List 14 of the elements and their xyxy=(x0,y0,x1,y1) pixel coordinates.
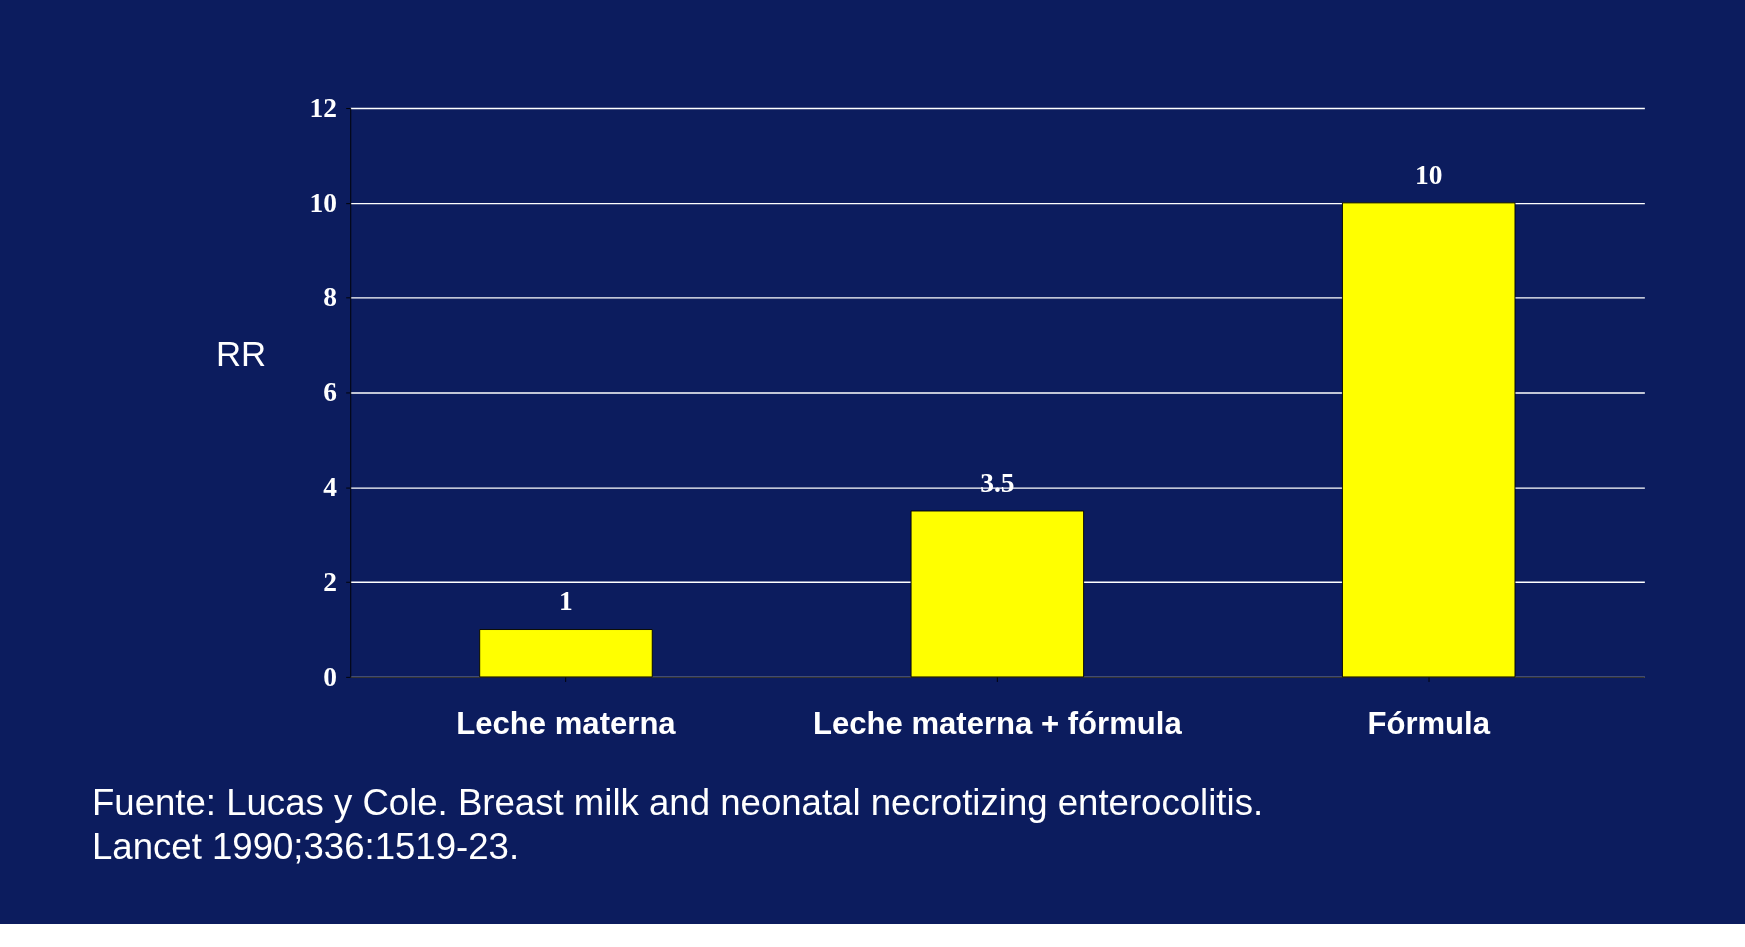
x-tick-label: Fórmula xyxy=(1367,706,1491,742)
y-tick-label: 0 xyxy=(323,661,338,692)
y-tick-label: 10 xyxy=(309,187,338,218)
y-tick-label: 12 xyxy=(309,92,338,123)
x-tick-label: Leche materna xyxy=(456,706,677,742)
y-axis-title: RR xyxy=(215,335,267,374)
data-label: 1 xyxy=(559,586,573,617)
x-tick-label: Leche materna + fórmula xyxy=(812,706,1183,742)
data-label: 10 xyxy=(1415,159,1443,190)
y-tick-label: 2 xyxy=(323,566,338,597)
y-tick-label: 8 xyxy=(323,282,338,313)
y-tick-label: 6 xyxy=(323,377,338,408)
source-note: Fuente: Lucas y Cole. Breast milk and neonatal necrotizing enterocolitis. Lancet 1990;336:1519-23. xyxy=(91,782,1264,867)
y-tick-label: 4 xyxy=(323,471,338,502)
